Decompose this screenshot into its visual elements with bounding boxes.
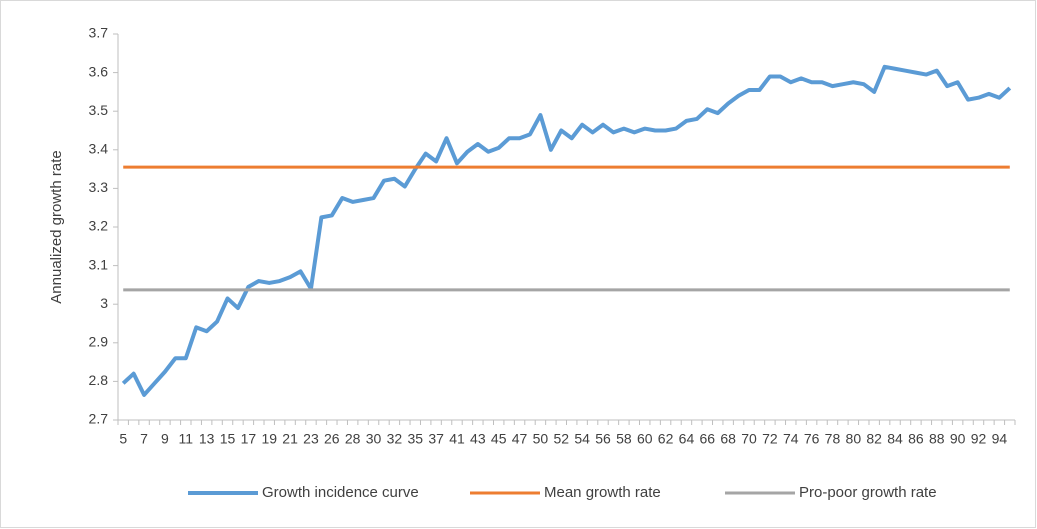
x-tick-label: 7 [140,431,148,447]
x-tick-label: 72 [762,431,778,447]
x-tick-label: 26 [324,431,340,447]
y-axis-label: Annualized growth rate [48,150,65,303]
x-tick-label: 15 [220,431,236,447]
x-tick-label: 37 [428,431,444,447]
x-tick-label: 19 [261,431,277,447]
x-tick-label: 45 [491,431,507,447]
legend-label: Growth incidence curve [262,484,419,501]
x-tick-label: 30 [366,431,382,447]
x-tick-label: 84 [887,431,903,447]
x-tick-label: 76 [804,431,820,447]
x-tick-label: 32 [387,431,403,447]
x-tick-label: 5 [119,431,127,447]
y-tick-label: 2.9 [89,334,109,350]
y-tick-label: 3.5 [89,102,109,118]
x-tick-label: 94 [992,431,1008,447]
x-tick-label: 17 [241,431,257,447]
y-tick-label: 3.3 [89,179,109,195]
x-tick-label: 86 [908,431,924,447]
x-tick-label: 58 [616,431,632,447]
legend-label: Mean growth rate [544,484,661,501]
y-tick-label: 3.7 [89,25,109,41]
x-tick-label: 21 [282,431,298,447]
x-tick-label: 28 [345,431,361,447]
x-tick-label: 11 [179,431,194,447]
y-tick-label: 3.1 [89,256,109,272]
y-tick-label: 2.7 [89,411,109,427]
x-tick-label: 70 [741,431,757,447]
x-tick-label: 82 [866,431,882,447]
x-tick-label: 88 [929,431,945,447]
x-tick-label: 23 [303,431,319,447]
x-tick-label: 92 [971,431,987,447]
x-tick-label: 68 [720,431,736,447]
x-tick-label: 50 [533,431,549,447]
x-tick-label: 78 [825,431,841,447]
x-tick-label: 52 [553,431,569,447]
series-line [121,64,1012,397]
x-tick-label: 62 [658,431,674,447]
x-tick-label: 43 [470,431,486,447]
x-tick-label: 66 [700,431,716,447]
legend-label: Pro-poor growth rate [799,484,937,501]
x-tick-label: 74 [783,431,799,447]
y-tick-label: 3.2 [89,218,109,234]
x-tick-label: 13 [199,431,215,447]
y-tick-label: 3.4 [89,141,109,157]
x-tick-label: 56 [595,431,611,447]
x-tick-label: 54 [574,431,590,447]
x-tick-label: 80 [846,431,862,447]
y-tick-label: 3 [100,295,108,311]
x-tick-label: 90 [950,431,966,447]
x-tick-label: 9 [161,431,169,447]
x-tick-label: 47 [512,431,528,447]
x-tick-label: 60 [637,431,653,447]
y-tick-label: 3.6 [89,63,109,79]
y-tick-label: 2.8 [89,372,109,388]
x-tick-label: 64 [679,431,695,447]
x-tick-label: 41 [449,431,465,447]
x-tick-label: 35 [407,431,423,447]
